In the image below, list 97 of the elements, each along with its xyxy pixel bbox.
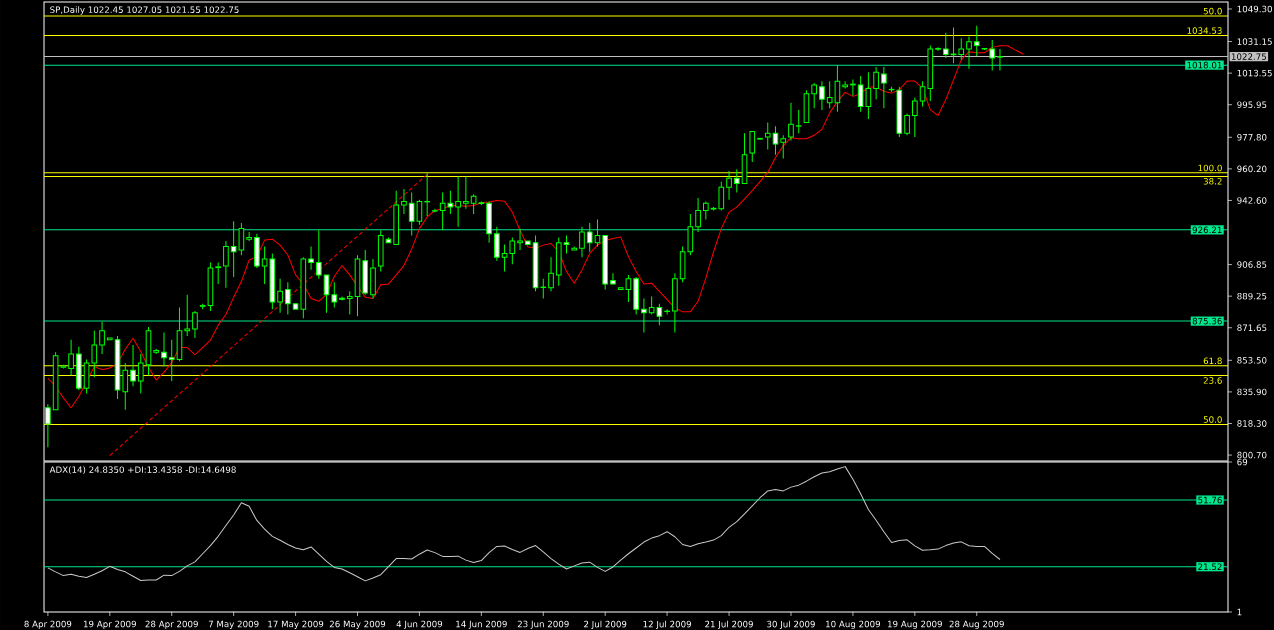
candlestick: [881, 66, 887, 109]
y-tick-label: 871.65: [1237, 324, 1267, 332]
y-tick-label: 906.85: [1237, 261, 1267, 268]
y-tick-label: 889.25: [1237, 292, 1267, 300]
candlestick: [873, 66, 879, 100]
candlestick: [850, 79, 856, 97]
ref-line-label: 21.52: [1198, 563, 1222, 570]
y-tick-label: 942.60: [1237, 197, 1267, 204]
candlestick: [912, 96, 918, 138]
y-tick-label: 69: [1237, 458, 1248, 466]
ref-line-label: 51.76: [1198, 496, 1222, 504]
ref-line-label: 1022.75: [1231, 53, 1266, 60]
x-tick-label: 21 Jul 2009: [705, 620, 753, 630]
annotation: 38.2: [1203, 178, 1222, 185]
y-tick-label: 960.20: [1237, 165, 1267, 173]
candlestick: [346, 290, 353, 316]
x-tick-label: 4 Jun 2009: [396, 620, 443, 629]
y-tick-label: 800.70: [1237, 451, 1267, 459]
ref-line-label: 1034.53: [1187, 27, 1222, 34]
y-tick-label: 1031.15: [1237, 38, 1272, 45]
candlestick: [223, 240, 229, 289]
x-tick-label: 19 Apr 2009: [83, 620, 136, 629]
candlestick: [942, 32, 949, 59]
x-tick-label: 26 May 2009: [329, 620, 386, 629]
x-tick-label: 28 Apr 2009: [145, 620, 198, 629]
candlestick: [997, 48, 1003, 72]
candlestick: [641, 297, 647, 334]
candlestick: [424, 172, 430, 217]
y-tick-label: 1049.30: [1237, 5, 1272, 13]
ref-line-label: 926.21: [1192, 226, 1222, 234]
ref-line-label: 875.36: [1192, 317, 1222, 325]
candlestick: [68, 339, 74, 377]
y-tick-label: 818.30: [1237, 420, 1267, 427]
chart-title: SP,Daily 1022.45 1027.05 1021.55 1022.75: [50, 6, 239, 15]
y-tick-label: 1: [1237, 608, 1242, 616]
y-tick-label: 835.90: [1237, 388, 1267, 396]
candlestick: [548, 256, 554, 292]
candlestick: [819, 80, 825, 111]
candlestick: [989, 39, 996, 72]
candlestick: [517, 227, 523, 251]
x-tick-label: 30 Jul 2009: [767, 620, 815, 630]
annotation: 50.0: [1203, 7, 1222, 15]
candlestick: [726, 170, 732, 201]
candlestick: [780, 134, 787, 159]
ref-line-label: 1018.01: [1187, 61, 1222, 69]
candlestick: [579, 226, 585, 258]
candlestick: [161, 332, 167, 368]
candlestick: [795, 109, 802, 134]
annotation: 100.0: [1198, 164, 1222, 172]
x-tick-label: 12 Jul 2009: [643, 620, 692, 630]
chart-title: ADX(14) 24.8350 +DI:13.4358 -DI:14.6498: [49, 466, 236, 474]
x-tick-label: 2 Jul 2009: [584, 620, 627, 630]
x-tick-label: 14 Jun 2009: [456, 620, 507, 629]
candlestick: [764, 122, 771, 150]
candlestick: [695, 197, 701, 233]
candlestick: [215, 262, 221, 285]
candlestick: [950, 26, 957, 64]
candlestick: [958, 37, 965, 61]
x-tick-label: 8 Apr 2009: [24, 620, 72, 629]
candlestick: [935, 46, 941, 52]
candlestick: [192, 310, 198, 339]
candlestick: [401, 188, 407, 215]
candlestick: [610, 272, 616, 285]
candlestick: [811, 82, 818, 109]
line-series: [47, 466, 1001, 582]
candlestick: [966, 35, 972, 70]
x-tick-label: 28 Aug 2009: [949, 620, 1004, 629]
candlestick: [788, 102, 794, 142]
y-tick-label: 1013.55: [1237, 69, 1272, 77]
candlestick: [904, 113, 910, 136]
x-tick-label: 17 May 2009: [268, 620, 324, 629]
candlestick: [494, 226, 500, 262]
candlestick: [308, 245, 314, 271]
y-tick-label: 995.95: [1237, 101, 1267, 108]
candlestick: [315, 229, 322, 280]
x-tick-label: 7 May 2009: [208, 620, 259, 629]
candlestick: [733, 168, 740, 194]
y-tick-label: 853.50: [1237, 357, 1267, 364]
candlestick: [184, 294, 191, 337]
candlestick: [772, 125, 779, 156]
candlestick: [463, 175, 469, 210]
candlestick: [973, 25, 980, 57]
candlestick: [277, 278, 283, 314]
x-tick-label: 19 Aug 2009: [888, 620, 942, 629]
candlestick: [130, 344, 136, 387]
x-tick-label: 23 Jun 2009: [517, 620, 569, 629]
candlestick: [285, 281, 291, 316]
annotation: 23.6: [1203, 377, 1222, 384]
candlestick: [99, 321, 105, 355]
y-tick-label: 977.80: [1237, 134, 1267, 141]
candlestick: [246, 231, 252, 242]
annotation: 50.0: [1203, 416, 1222, 423]
x-tick-label: 10 Aug 2009: [826, 620, 881, 629]
annotation: 61.8: [1203, 357, 1222, 365]
candlestick: [137, 353, 144, 395]
candlestick: [455, 175, 461, 228]
candlestick: [749, 131, 756, 163]
